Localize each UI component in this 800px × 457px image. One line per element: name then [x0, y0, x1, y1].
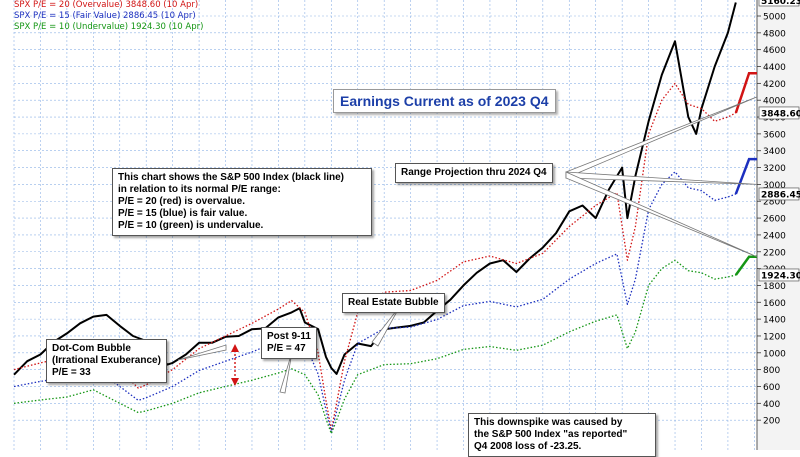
y-tick-label: 1800	[763, 282, 786, 292]
y-tick-label: 2400	[763, 231, 786, 241]
post-911-label: Post 9-11 P/E = 47	[261, 327, 317, 359]
y-tick-label: 600	[763, 383, 780, 393]
range-projection-label: Range Projection thru 2024 Q4	[395, 163, 553, 183]
end-label-2: 1924.30	[761, 271, 800, 281]
top-right-label-box	[758, 0, 800, 7]
y-tick-label: 5000	[763, 13, 786, 23]
y-tick-label: 4600	[763, 46, 786, 56]
legend-item-pe10: SPX P/E = 10 (Undervalue) 1924.30 (10 Ap…	[14, 22, 204, 32]
y-tick-label: 1000	[763, 349, 786, 359]
arrow-head-up	[231, 344, 239, 352]
y-tick-label: 1600	[763, 299, 786, 309]
dot-com-pointer	[177, 344, 227, 361]
end-label-box-1	[758, 187, 800, 201]
series-line-3	[13, 259, 736, 435]
y-tick-label: 4200	[763, 80, 786, 90]
arrow-head-down	[231, 378, 239, 386]
y-tick-label: 1200	[763, 332, 786, 342]
y-tick-label: 800	[763, 366, 780, 376]
end-label-box-0	[758, 106, 800, 120]
y-tick-label: 3400	[763, 147, 786, 157]
y-tick-label: 3600	[763, 130, 786, 140]
legend-item-pe15: SPX P/E = 15 (Fair Value) 2886.45 (10 Ap…	[14, 11, 196, 21]
y-tick-label: 4400	[763, 63, 786, 73]
y-tick-label: 200	[763, 417, 780, 427]
chart-headline: Earnings Current as of 2023 Q4	[333, 89, 556, 113]
pe-range-note: This chart shows the S&P 500 Index (blac…	[112, 168, 372, 236]
projection-line-2	[734, 255, 757, 276]
series-line-2	[13, 171, 737, 433]
y-tick-label: 2200	[763, 248, 786, 258]
y-tick-label: 4800	[763, 29, 786, 39]
dot-com-bubble-label: Dot-Com Bubble (Irrational Exuberance) P…	[46, 339, 167, 383]
post-911-pointer	[279, 351, 293, 394]
end-labels: 3848.60 2886.45 1924.30 5160.23	[758, 0, 800, 282]
real-estate-bubble-label: Real Estate Bubble	[342, 293, 445, 313]
legend-item-pe20: SPX P/E = 20 (Overvalue) 3848.60 (10 Apr…	[14, 0, 199, 10]
real-estate-pointer	[371, 305, 401, 347]
y-tick-label: 400	[763, 400, 780, 410]
downspike-note: This downspike was caused by the S&P 500…	[468, 413, 656, 457]
y-tick-label: 2600	[763, 215, 786, 225]
end-label-box-2	[758, 268, 800, 282]
end-label-0: 3848.60	[761, 109, 800, 119]
projection-callout-2	[565, 171, 758, 258]
y-tick-label: 3000	[763, 181, 786, 191]
projection-line-1	[734, 157, 757, 195]
y-tick-label: 3200	[763, 164, 786, 174]
y-tick-label: 4000	[763, 97, 786, 107]
top-right-label: 5160.23	[761, 0, 800, 7]
y-tick-label: 1400	[763, 316, 786, 326]
callout-lines	[177, 96, 758, 394]
y-tick-label: 2800	[763, 198, 786, 208]
projection-line-0	[734, 72, 757, 114]
end-label-1: 2886.45	[761, 190, 800, 200]
legend: SPX P/E = 20 (Overvalue) 3848.60 (10 Apr…	[14, 0, 203, 33]
y-axis-panel	[757, 0, 800, 450]
